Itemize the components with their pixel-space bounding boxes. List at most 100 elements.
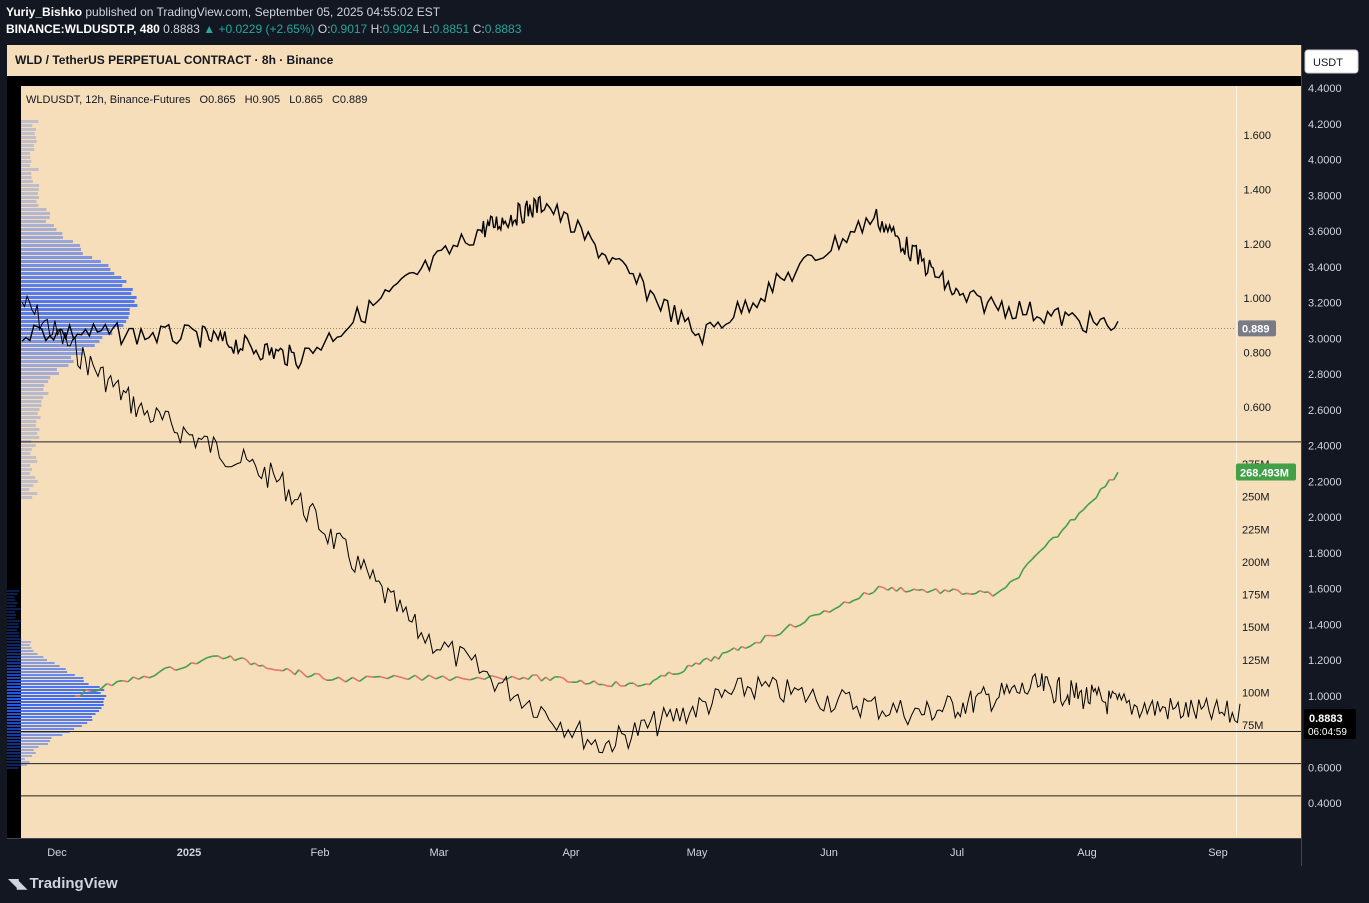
oi-segment (1022, 563, 1029, 570)
inner-y-tick: 0.800 (1243, 348, 1271, 360)
y-tick: 3.4000 (1308, 262, 1342, 274)
volume-profile-bar (7, 689, 105, 691)
oi-segment (1014, 577, 1020, 581)
oi-segment (873, 585, 880, 593)
volume-profile-bar (21, 372, 60, 375)
volume-profile-bar (7, 611, 16, 613)
volume-profile-bar (21, 300, 135, 303)
oi-segment (589, 680, 595, 685)
volume-profile-bar (7, 623, 19, 625)
oi-segment (953, 588, 959, 591)
volume-profile-bar (21, 192, 38, 195)
oi-segment (536, 674, 543, 682)
volume-profile-bar (7, 602, 18, 604)
oi-segment (637, 684, 643, 687)
volume-profile-bar (7, 596, 15, 598)
oi-segment (1078, 509, 1084, 514)
last-price: 0.8883 (163, 22, 200, 36)
volume-profile-bar (7, 674, 75, 676)
oi-segment (491, 674, 499, 679)
oi-segment (380, 675, 388, 680)
volume-profile-bar (21, 276, 122, 279)
volume-profile-bar (7, 593, 18, 595)
price-axis-border (1301, 45, 1302, 866)
close-label: C: (472, 22, 485, 36)
oi-segment (656, 674, 662, 680)
volume-profile-bar (7, 755, 32, 757)
oi-segment (254, 662, 260, 667)
inner-price-line (21, 195, 1119, 370)
oi-segment (996, 589, 1003, 594)
oi-segment (891, 586, 897, 592)
currency-button[interactable] (1304, 49, 1359, 74)
oi-segment (545, 676, 551, 682)
outer-y-axis-ticks: 4.4000 4.2000 4.0000 3.8000 3.6000 3.4000 3.20… (1308, 83, 1342, 810)
oi-segment (660, 674, 666, 677)
oi-segment (527, 674, 534, 680)
currency-button-label[interactable]: USDT (1313, 57, 1343, 69)
last-value-labels: 0.889 268.493M 0.8883 06:04:59 (1236, 320, 1356, 739)
oi-segment (702, 657, 708, 661)
oi-segment (909, 588, 915, 592)
time-axis[interactable] (7, 838, 1301, 866)
oi-segment (270, 668, 275, 671)
high-label: H: (370, 22, 383, 36)
oi-segment (294, 669, 300, 676)
volume-profile-bar (21, 360, 74, 363)
oi-last-label: 268.493M (1240, 467, 1289, 479)
volume-profile-bar (21, 320, 127, 323)
volume-profile-bar (21, 296, 137, 299)
oi-segment (641, 683, 647, 687)
volume-profile-bar (21, 284, 123, 287)
author[interactable]: Yuriy_Bishko (6, 5, 83, 19)
volume-profile-bar (7, 698, 105, 700)
oi-segment (122, 679, 129, 683)
volume-profile-bar (7, 734, 63, 736)
oi-segment (523, 676, 529, 681)
oi-segment (345, 676, 354, 683)
outer-last-label: 0.8883 (1309, 713, 1343, 725)
volume-profile-bar (7, 761, 30, 763)
volume-profile-bar (7, 671, 68, 673)
oi-segment (838, 601, 845, 608)
price-axis[interactable] (1301, 45, 1362, 866)
oi-segment (558, 676, 564, 679)
oi-segment (774, 633, 781, 637)
inner-price-series (21, 195, 1119, 370)
oi-segment (234, 658, 239, 662)
oi-segment (169, 666, 177, 671)
volume-profile-bar (21, 316, 129, 319)
volume-profile-bar (21, 404, 42, 407)
time-axis-border (7, 838, 1301, 839)
oi-segment (926, 590, 932, 594)
volume-profile-bar (21, 240, 73, 243)
y-tick: 3.8000 (1308, 190, 1342, 202)
volume-profile-bar (21, 208, 47, 211)
oi-segment (518, 676, 525, 681)
volume-profile-bar (21, 484, 34, 487)
oi-segment (824, 609, 830, 613)
oi-segment (331, 676, 339, 681)
oi-segment (127, 676, 134, 683)
change-arrow-icon: ▲ (203, 22, 216, 36)
volume-profile-bar (7, 599, 16, 601)
change: +0.0229 (+2.65%) (218, 22, 315, 36)
oi-segment (1001, 586, 1007, 591)
oi-segment (196, 659, 203, 665)
oi-segment (1009, 578, 1015, 583)
oi-segment (1018, 568, 1024, 579)
volume-profile-bar (7, 704, 104, 706)
brand-text: TradingView (29, 875, 118, 892)
oi-segment (549, 676, 555, 682)
oi-segment (858, 592, 865, 600)
tradingview-logo[interactable]: ◥◣ TradingView (8, 875, 118, 892)
volume-profile-bar (7, 695, 107, 697)
symbol[interactable]: BINANCE:WLDUSDT.P, 480 (6, 22, 160, 36)
oi-y-tick: 175M (1242, 590, 1270, 602)
oi-y-axis-ticks: 275M250M225M200M175M150M125M100M75M (1242, 459, 1270, 732)
oi-segment (322, 677, 328, 682)
oi-segment (352, 676, 360, 683)
oi-segment (632, 682, 639, 687)
inner-y-tick: 1.000 (1243, 293, 1271, 305)
